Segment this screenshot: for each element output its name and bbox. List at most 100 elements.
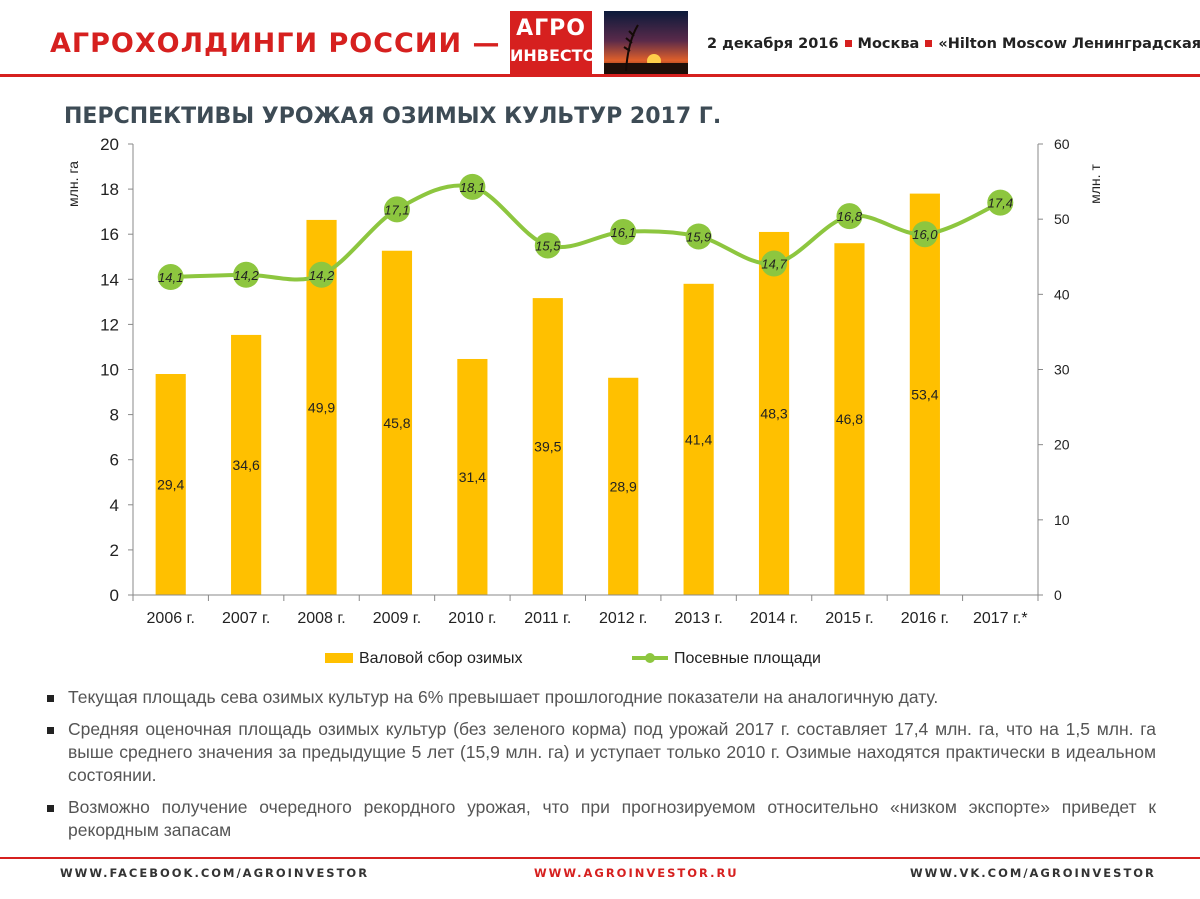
site-link[interactable]: WWW.AGROINVESTOR.RU [534, 866, 739, 880]
x-axis-tick-label: 2014 г. [750, 610, 798, 627]
line-value-label: 14,2 [309, 268, 335, 283]
legend-layer: Валовой сбор озимых Посевные площади [325, 650, 821, 667]
line-point [685, 223, 712, 250]
line-point [534, 232, 561, 259]
legend-bar-swatch [325, 653, 353, 663]
legend-line-label: Посевные площади [674, 650, 821, 667]
x-axis-tick-label: 2011 г. [524, 610, 571, 627]
right-axis-tick-label: 50 [1054, 211, 1070, 227]
bar [758, 231, 790, 595]
line-point [911, 221, 938, 248]
bar-value-label: 49,9 [308, 399, 335, 415]
event-venue: «Hilton Moscow Ленинградская» [938, 36, 1200, 52]
bullet-list: Текущая площадь сева озимых культур на 6… [44, 686, 1156, 851]
left-axis-tick-label: 0 [110, 586, 119, 605]
separator-square-icon [844, 40, 852, 47]
winter-crops-chart: 29,4 34,6 49,9 45,8 31,4 39,5 28,9 41,4 48,3 46,8… [65, 135, 1103, 667]
line-point [383, 196, 410, 223]
bars-layer: 29,4 34,6 49,9 45,8 31,4 39,5 28,9 41,4 48,3 46,8… [155, 193, 940, 596]
bar-value-label: 41,4 [685, 431, 712, 447]
x-axis-tick-label: 2009 г. [373, 610, 421, 627]
left-axis-tick-label: 8 [110, 406, 119, 425]
right-axis-label: млн. т [1087, 164, 1103, 204]
slide-title: ПЕРСПЕКТИВЫ УРОЖАЯ ОЗИМЫХ КУЛЬТУР 2017 Г… [64, 104, 722, 129]
bar-value-label: 39,5 [534, 439, 561, 455]
bar [834, 243, 865, 595]
line-point [610, 218, 637, 245]
bullet-item: Текущая площадь сева озимых культур на 6… [44, 686, 1156, 709]
x-axis-tick-label: 2008 г. [297, 610, 345, 627]
right-axis-tick-label: 30 [1054, 362, 1070, 378]
vk-link[interactable]: WWW.VK.COM/AGROINVESTOR [910, 866, 1156, 880]
bullet-text: Возможно получение очередного рекордного… [68, 797, 1156, 840]
bar-value-label: 29,4 [157, 477, 184, 493]
x-axis-tick-label: 2015 г. [825, 610, 873, 627]
line-value-label: 16,1 [611, 225, 636, 240]
header-divider [0, 74, 1200, 77]
line-point [233, 261, 260, 288]
line-value-label: 18,1 [460, 180, 485, 195]
line-value-label: 15,9 [686, 229, 711, 244]
bar-value-label: 28,9 [610, 478, 637, 494]
bar-value-label: 53,4 [911, 386, 938, 402]
event-title: АГРОХОЛДИНГИ РОССИИ — 2016 [50, 28, 590, 59]
line-point [459, 173, 486, 200]
agroinvestor-logo: АГРО ИНВЕСТОР [510, 11, 608, 77]
bar-value-label: 31,4 [459, 469, 486, 485]
line-value-label: 14,2 [233, 268, 259, 283]
logo-line1: АГРО [516, 16, 586, 41]
line-value-label: 14,7 [761, 257, 787, 272]
bar [155, 374, 186, 595]
x-axis-tick-label: 2017 г.* [973, 610, 1028, 627]
left-axis-tick-label: 2 [110, 541, 119, 560]
bar [683, 283, 714, 595]
bar [231, 334, 262, 595]
bar-value-label: 34,6 [233, 457, 260, 473]
line-value-label: 16,8 [837, 209, 863, 224]
bullet-item: Средняя оценочная площадь озимых культур… [44, 718, 1156, 787]
bullet-text: Текущая площадь сева озимых культур на 6… [68, 687, 939, 707]
line-value-label: 17,1 [384, 202, 409, 217]
facebook-link[interactable]: WWW.FACEBOOK.COM/AGROINVESTOR [60, 866, 370, 880]
line-value-label: 17,4 [988, 196, 1013, 211]
line-point [836, 203, 863, 230]
right-axis-tick-label: 20 [1054, 437, 1070, 453]
bar-value-label: 45,8 [383, 415, 410, 431]
left-axis-tick-label: 16 [100, 225, 119, 244]
axes-layer: 0 2 4 6 8 10 12 14 16 18 20 0 10 20 30 40 50 60 2006 г. 200… [65, 135, 1103, 627]
logo-line2: ИНВЕСТОР [510, 46, 608, 65]
left-axis-tick-label: 4 [110, 496, 119, 515]
line-value-label: 14,1 [158, 270, 183, 285]
left-axis-tick-label: 12 [100, 315, 119, 334]
line-point [761, 250, 788, 277]
left-axis-tick-label: 6 [110, 451, 119, 470]
bar-value-label: 48,3 [760, 405, 787, 421]
right-axis-tick-label: 10 [1054, 512, 1070, 528]
legend-line-marker [645, 653, 655, 663]
bar [381, 250, 413, 595]
left-axis-tick-label: 10 [100, 361, 119, 380]
x-axis-tick-label: 2012 г. [599, 610, 647, 627]
event-details: 2 декабря 2016 Москва «Hilton Moscow Ленин… [707, 36, 1200, 52]
legend-bar-label: Валовой сбор озимых [359, 650, 522, 667]
bullet-item: Возможно получение очередного рекордного… [44, 796, 1156, 842]
left-axis-tick-label: 14 [100, 270, 119, 289]
event-city: Москва [857, 36, 920, 52]
x-axis-tick-label: 2013 г. [674, 610, 722, 627]
line-value-label: 16,0 [912, 227, 938, 242]
line-point [308, 261, 335, 288]
left-axis-label: млн. га [65, 161, 81, 207]
line-value-label: 15,5 [535, 238, 561, 253]
bullet-square-icon [47, 805, 54, 812]
right-axis-tick-label: 0 [1054, 587, 1062, 603]
bar [532, 298, 563, 595]
bullet-square-icon [47, 727, 54, 734]
footer-divider [0, 857, 1200, 859]
series-line-posevnye [170, 183, 1002, 282]
bullet-text: Средняя оценочная площадь озимых культур… [68, 719, 1156, 785]
right-axis-tick-label: 60 [1054, 136, 1070, 152]
x-axis-tick-label: 2010 г. [448, 610, 496, 627]
bar [457, 358, 488, 595]
x-axis-tick-label: 2007 г. [222, 610, 270, 627]
bar-value-label: 46,8 [836, 411, 863, 427]
